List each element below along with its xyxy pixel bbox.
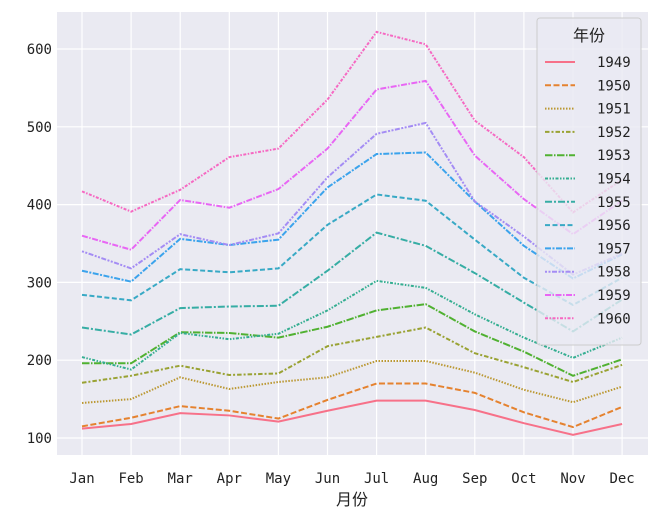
x-tick-label: Dec bbox=[609, 471, 634, 487]
legend-label: 1951 bbox=[597, 102, 631, 118]
x-tick-label: Feb bbox=[118, 471, 143, 487]
legend-label: 1957 bbox=[597, 241, 631, 257]
series-line-1959 bbox=[81, 79, 623, 251]
legend: 年份 1949 1950 1951 1952 1953 1954 1955 1956 1957 1… bbox=[536, 17, 642, 346]
series-line-1957 bbox=[81, 151, 623, 283]
series-line-1955 bbox=[81, 231, 623, 336]
y-tick-label: 400 bbox=[27, 198, 52, 214]
x-tick-label: Aug bbox=[413, 471, 438, 487]
series-line-1956 bbox=[81, 193, 623, 307]
legend-title: 年份 bbox=[573, 26, 605, 45]
legend-label: 1950 bbox=[597, 78, 631, 94]
series-line-1958 bbox=[81, 121, 623, 276]
legend-label: 1953 bbox=[597, 148, 631, 164]
x-tick-label: Apr bbox=[217, 471, 242, 487]
legend-label: 1954 bbox=[597, 172, 631, 188]
series-line-1951 bbox=[81, 359, 623, 404]
legend-label: 1959 bbox=[597, 288, 631, 304]
x-tick-label: May bbox=[266, 471, 291, 487]
y-tick-label: 100 bbox=[27, 431, 52, 447]
x-tick-label: Mar bbox=[168, 471, 193, 487]
y-ticks: 100 200 300 400 500 600 bbox=[27, 42, 52, 447]
legend-label: 1952 bbox=[597, 125, 631, 141]
legend-label: 1956 bbox=[597, 218, 631, 234]
legend-label: 1958 bbox=[597, 265, 631, 281]
series-lines bbox=[81, 30, 623, 436]
y-tick-label: 200 bbox=[27, 353, 52, 369]
series-line-1950 bbox=[81, 382, 623, 429]
y-tick-label: 300 bbox=[27, 275, 52, 291]
series-line-1953 bbox=[82, 303, 623, 377]
x-tick-label: Jul bbox=[364, 471, 389, 487]
series-line-1960 bbox=[81, 30, 623, 214]
x-tick-label: Jan bbox=[69, 471, 94, 487]
legend-label: 1949 bbox=[597, 55, 631, 71]
x-tick-label: Nov bbox=[560, 471, 585, 487]
x-tick-label: Oct bbox=[511, 471, 536, 487]
x-tick-label: Jun bbox=[315, 471, 340, 487]
series-line-1949 bbox=[81, 399, 623, 436]
x-tick-label: Sep bbox=[462, 471, 487, 487]
x-axis-label: 月份 bbox=[336, 490, 368, 509]
y-tick-label: 500 bbox=[27, 120, 52, 136]
series-line-1952 bbox=[81, 326, 623, 384]
y-tick-label: 600 bbox=[27, 42, 52, 58]
series-line-1954 bbox=[81, 279, 623, 371]
x-ticks: Jan Feb Mar Apr May Jun Jul Aug Sep Oct Nov Dec bbox=[69, 471, 634, 487]
legend-label: 1955 bbox=[597, 195, 631, 211]
legend-label: 1960 bbox=[597, 311, 631, 327]
